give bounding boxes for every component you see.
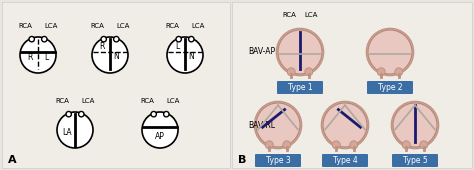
- Text: LCA: LCA: [304, 12, 318, 18]
- Circle shape: [265, 141, 273, 149]
- Text: L: L: [175, 42, 179, 51]
- Text: Type 3: Type 3: [265, 156, 291, 165]
- Circle shape: [176, 36, 182, 42]
- Text: R: R: [27, 53, 33, 62]
- Text: Type 1: Type 1: [288, 83, 312, 92]
- Text: N: N: [189, 52, 194, 61]
- Text: RCA: RCA: [282, 12, 296, 18]
- Circle shape: [321, 101, 369, 149]
- Circle shape: [402, 141, 410, 149]
- Text: L: L: [44, 53, 48, 62]
- Circle shape: [393, 103, 437, 147]
- Circle shape: [29, 36, 35, 42]
- Text: BAV-AP: BAV-AP: [248, 47, 275, 56]
- Circle shape: [164, 112, 169, 117]
- FancyBboxPatch shape: [277, 81, 323, 94]
- Circle shape: [151, 112, 156, 117]
- Text: BAV-RL: BAV-RL: [248, 121, 275, 130]
- Circle shape: [368, 30, 412, 74]
- Circle shape: [92, 37, 128, 73]
- Circle shape: [42, 36, 47, 42]
- Text: Type 2: Type 2: [378, 83, 402, 92]
- Circle shape: [278, 30, 322, 74]
- Text: Type 4: Type 4: [333, 156, 357, 165]
- Circle shape: [79, 112, 84, 117]
- Circle shape: [142, 112, 178, 148]
- Circle shape: [101, 36, 106, 42]
- Circle shape: [189, 36, 194, 42]
- Circle shape: [283, 141, 291, 149]
- FancyBboxPatch shape: [2, 2, 230, 168]
- Circle shape: [420, 141, 428, 149]
- Circle shape: [323, 103, 367, 147]
- Text: RCA: RCA: [91, 23, 104, 29]
- Text: LCA: LCA: [81, 98, 94, 104]
- Circle shape: [350, 141, 358, 149]
- FancyBboxPatch shape: [392, 154, 438, 167]
- Text: LCA: LCA: [191, 23, 204, 29]
- Circle shape: [395, 68, 403, 76]
- Text: AP: AP: [155, 132, 165, 141]
- Circle shape: [366, 28, 414, 76]
- FancyBboxPatch shape: [367, 81, 413, 94]
- Text: LCA: LCA: [166, 98, 179, 104]
- FancyBboxPatch shape: [322, 154, 368, 167]
- Text: A: A: [8, 155, 17, 165]
- Circle shape: [256, 103, 300, 147]
- Text: RCA: RCA: [18, 23, 32, 29]
- Text: RCA: RCA: [55, 98, 69, 104]
- Text: B: B: [238, 155, 246, 165]
- Circle shape: [377, 68, 385, 76]
- Text: RCA: RCA: [140, 98, 155, 104]
- Text: Type 5: Type 5: [402, 156, 428, 165]
- FancyBboxPatch shape: [232, 2, 472, 168]
- Text: LCA: LCA: [116, 23, 129, 29]
- Circle shape: [332, 141, 340, 149]
- Text: R: R: [99, 42, 105, 51]
- Circle shape: [57, 112, 93, 148]
- Circle shape: [114, 36, 119, 42]
- Text: RCA: RCA: [165, 23, 179, 29]
- Circle shape: [20, 37, 56, 73]
- FancyBboxPatch shape: [255, 154, 301, 167]
- Text: N: N: [113, 52, 119, 61]
- Circle shape: [276, 28, 324, 76]
- Circle shape: [66, 112, 72, 117]
- Circle shape: [305, 68, 313, 76]
- Circle shape: [391, 101, 439, 149]
- Circle shape: [167, 37, 203, 73]
- Circle shape: [287, 68, 295, 76]
- Circle shape: [254, 101, 302, 149]
- Text: LA: LA: [62, 128, 72, 137]
- Text: LCA: LCA: [44, 23, 57, 29]
